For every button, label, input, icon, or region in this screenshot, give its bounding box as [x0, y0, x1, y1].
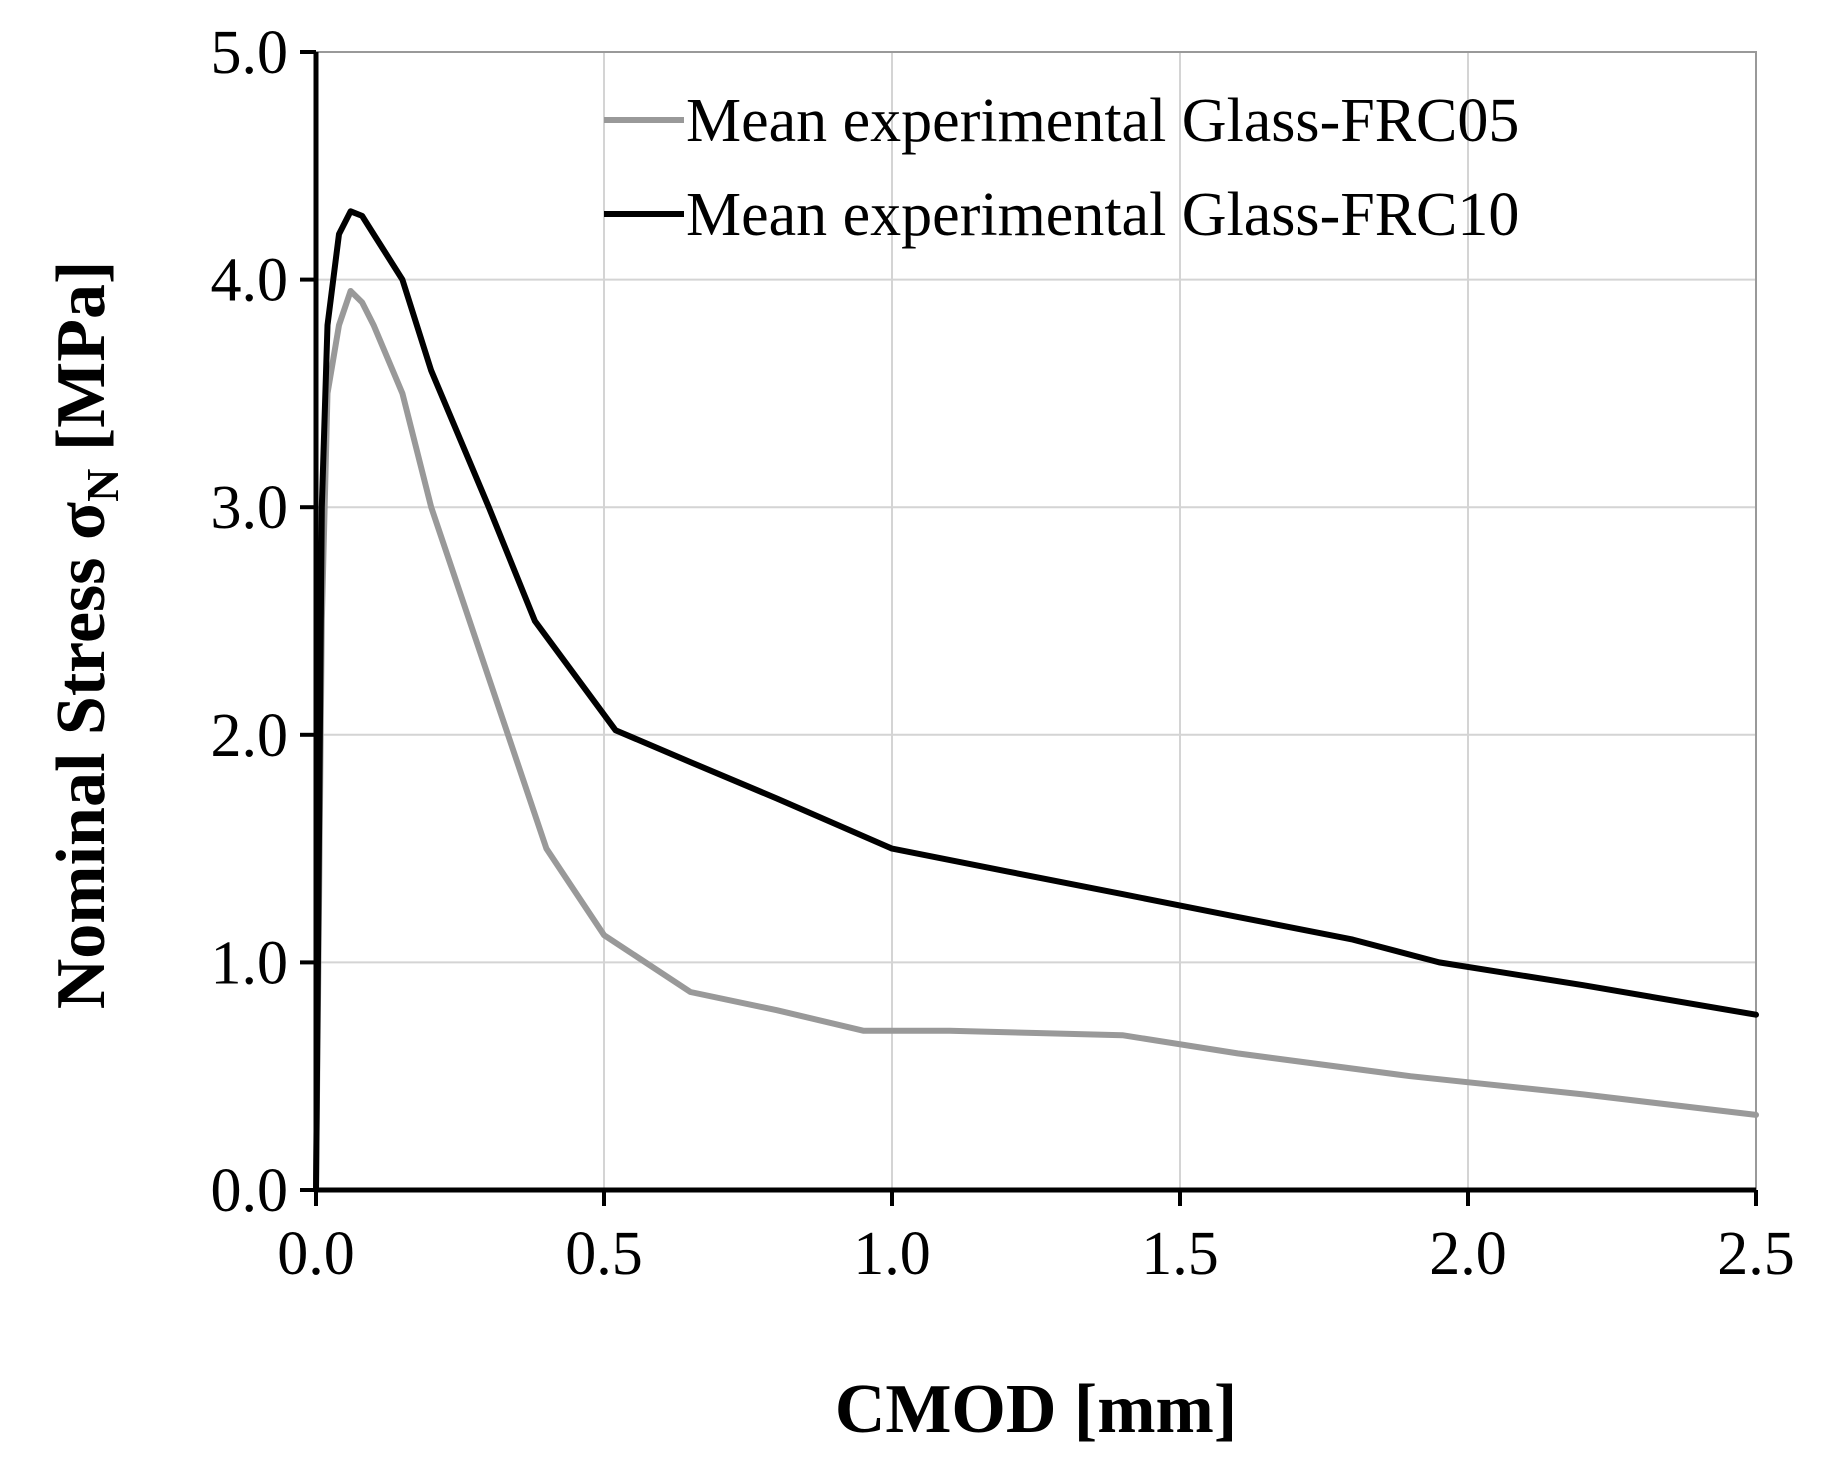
- y-axis-title-subscript: N: [77, 469, 128, 502]
- legend: Mean experimental Glass-FRC05 Mean experi…: [604, 87, 1519, 249]
- legend-label-1: Mean experimental Glass-FRC05: [686, 87, 1519, 155]
- axes: [313, 52, 1756, 1193]
- y-tick-label: 1.0: [211, 929, 289, 997]
- y-tick-label: 3.0: [211, 474, 289, 542]
- series-line-2: [313, 208, 1759, 1193]
- y-tick-label: 5.0: [211, 19, 289, 87]
- series-line-1: [313, 288, 1759, 1193]
- x-axis-title: CMOD [mm]: [835, 1371, 1237, 1448]
- x-tick-label: 1.0: [853, 1220, 931, 1288]
- x-axis-ticks: 0.0 0.5 1.0 1.5 2.0 2.5: [277, 1190, 1795, 1288]
- y-axis-title: Nominal Stress σN [MPa]: [43, 261, 128, 1010]
- x-tick-label: 1.5: [1141, 1220, 1219, 1288]
- y-tick-label: 2.0: [211, 702, 289, 770]
- y-tick-label: 4.0: [211, 247, 289, 315]
- series-layer: [313, 208, 1759, 1193]
- x-tick-label: 2.5: [1717, 1220, 1795, 1288]
- y-axis-title-main: Nominal Stress σ: [43, 502, 120, 1009]
- x-tick-label: 0.0: [277, 1220, 355, 1288]
- legend-label-2: Mean experimental Glass-FRC10: [686, 181, 1519, 249]
- y-tick-label: 0.0: [211, 1157, 289, 1225]
- x-tick-label: 2.0: [1429, 1220, 1507, 1288]
- x-tick-label: 0.5: [565, 1220, 643, 1288]
- y-axis-title-unit: [MPa]: [43, 261, 120, 469]
- y-axis-ticks: 0.0 1.0 2.0 3.0 4.0 5.0: [211, 19, 316, 1225]
